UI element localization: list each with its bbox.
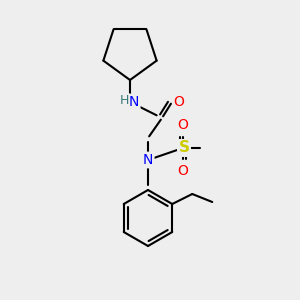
Text: N: N: [143, 153, 153, 167]
Text: N: N: [129, 95, 139, 109]
Text: O: O: [178, 118, 188, 132]
Text: H: H: [119, 94, 129, 107]
Text: O: O: [178, 164, 188, 178]
Text: S: S: [178, 140, 190, 155]
Text: O: O: [174, 95, 184, 109]
